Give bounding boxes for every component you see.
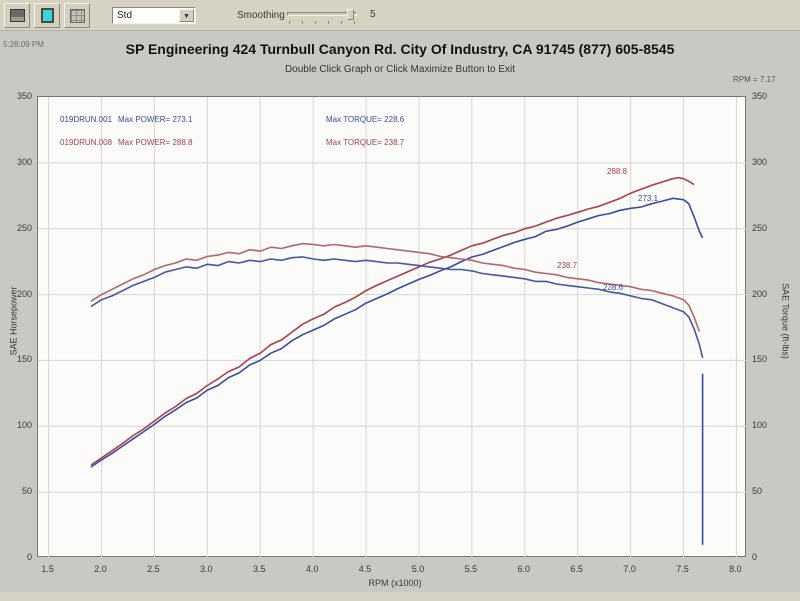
x-tick-label: 4.0 — [305, 564, 319, 574]
graph-page: 5:28:09 PM SP Engineering 424 Turnbull C… — [0, 31, 800, 592]
x-tick-label: 4.5 — [358, 564, 372, 574]
x-axis-label: RPM (x1000) — [368, 578, 422, 588]
slider-tick — [289, 21, 290, 24]
x-tick-label: 6.0 — [517, 564, 531, 574]
x-tick-label: 3.0 — [200, 564, 213, 574]
timestamp-text: 5:28:09 PM — [3, 40, 44, 49]
019drun-001-sae-torque-curve — [90, 256, 704, 358]
page-title: SP Engineering 424 Turnbull Canyon Rd. C… — [125, 41, 675, 57]
annotation-max-power-blue: 273.1 — [638, 194, 659, 203]
y-tick-label-right: 150 — [752, 354, 768, 365]
smoothing-slider-thumb[interactable] — [347, 9, 354, 20]
019drun-008-sae-horsepower-curve — [90, 176, 695, 466]
y-tick-label-left: 300 — [16, 156, 32, 167]
graph-view-button[interactable] — [34, 3, 60, 28]
legend-run2-file: 019DRUN.008 — [60, 138, 113, 147]
y-tick-label-right: 250 — [752, 222, 768, 233]
legend-run2-max-torque: Max TORQUE= 238.7 — [326, 138, 405, 147]
y-tick-label-right: 300 — [752, 156, 768, 167]
legend-run1-max-power: Max POWER= 273.1 — [118, 115, 193, 124]
slider-tick — [341, 21, 342, 24]
slider-tick — [354, 21, 355, 24]
dyno-graph-plot-area[interactable]: 019DRUN.001 Max POWER= 273.1 Max TORQUE=… — [37, 96, 747, 558]
legend-run1-file: 019DRUN.001 — [60, 115, 113, 124]
chevron-down-icon[interactable]: ▼ — [179, 9, 194, 22]
annotation-max-torque-blue: 228.6 — [603, 283, 624, 292]
toolbar: Std ▼ Smoothing 5 — [0, 0, 800, 31]
019drun-001-sae-horsepower-curve — [90, 197, 704, 468]
x-tick-label: 1.5 — [41, 564, 54, 574]
y-tick-label-right: 200 — [752, 288, 768, 299]
units-combobox[interactable]: Std ▼ — [112, 7, 196, 24]
x-tick-label: 6.5 — [570, 564, 583, 574]
annotation-max-power-red: 288.8 — [607, 167, 628, 176]
y-tick-label-right: 350 — [752, 91, 768, 101]
screen-icon — [40, 8, 54, 23]
report-button[interactable] — [4, 3, 30, 28]
y-tick-label-left: 0 — [26, 552, 32, 562]
smoothing-value: 5 — [370, 9, 376, 20]
smoothing-slider-track[interactable] — [287, 12, 357, 16]
slider-tick — [302, 21, 303, 24]
x-tick-label: 8.0 — [729, 564, 742, 574]
grid-icon — [69, 8, 85, 23]
legend-run1-max-torque: Max TORQUE= 228.6 — [326, 115, 405, 124]
dyno-curves-svg — [38, 97, 747, 558]
x-tick-label: 2.5 — [147, 564, 160, 574]
bottom-strip — [0, 592, 800, 601]
slider-tick — [328, 21, 329, 24]
x-tick-label: 2.0 — [94, 564, 107, 574]
y-tick-label-right: 100 — [752, 420, 768, 431]
slider-tick — [315, 21, 316, 24]
y-tick-label-right: 0 — [752, 552, 758, 562]
y-tick-label-left: 100 — [16, 420, 32, 431]
data-grid-button[interactable] — [64, 3, 90, 28]
annotation-max-torque-red: 238.7 — [557, 261, 578, 270]
x-tick-label: 5.5 — [464, 564, 478, 574]
y-tick-label-right: 50 — [752, 486, 763, 497]
units-combobox-value: Std — [117, 10, 133, 21]
page-subtitle: Double Click Graph or Click Maximize But… — [284, 64, 516, 75]
x-tick-label: 5.0 — [411, 564, 425, 574]
x-tick-label: 7.5 — [676, 564, 689, 574]
y-axis-label-right: SAE Torque (ft-lbs) — [780, 283, 791, 359]
x-tick-label: 3.5 — [252, 564, 266, 574]
y-tick-label-left: 350 — [16, 91, 32, 101]
rpm-factor-text: RPM = 7.17 — [733, 75, 776, 84]
y-tick-label-left: 50 — [21, 486, 32, 497]
y-tick-label-left: 250 — [16, 222, 32, 233]
smoothing-label: Smoothing — [237, 10, 285, 21]
y-tick-label-left: 150 — [16, 354, 32, 365]
report-icon — [9, 9, 25, 22]
smoothing-slider[interactable] — [287, 9, 357, 24]
y-tick-label-left: 200 — [16, 288, 32, 299]
legend-run2-max-power: Max POWER= 288.8 — [118, 138, 193, 147]
019drun-008-sae-torque-curve — [90, 242, 701, 332]
x-tick-label: 7.0 — [623, 564, 636, 574]
